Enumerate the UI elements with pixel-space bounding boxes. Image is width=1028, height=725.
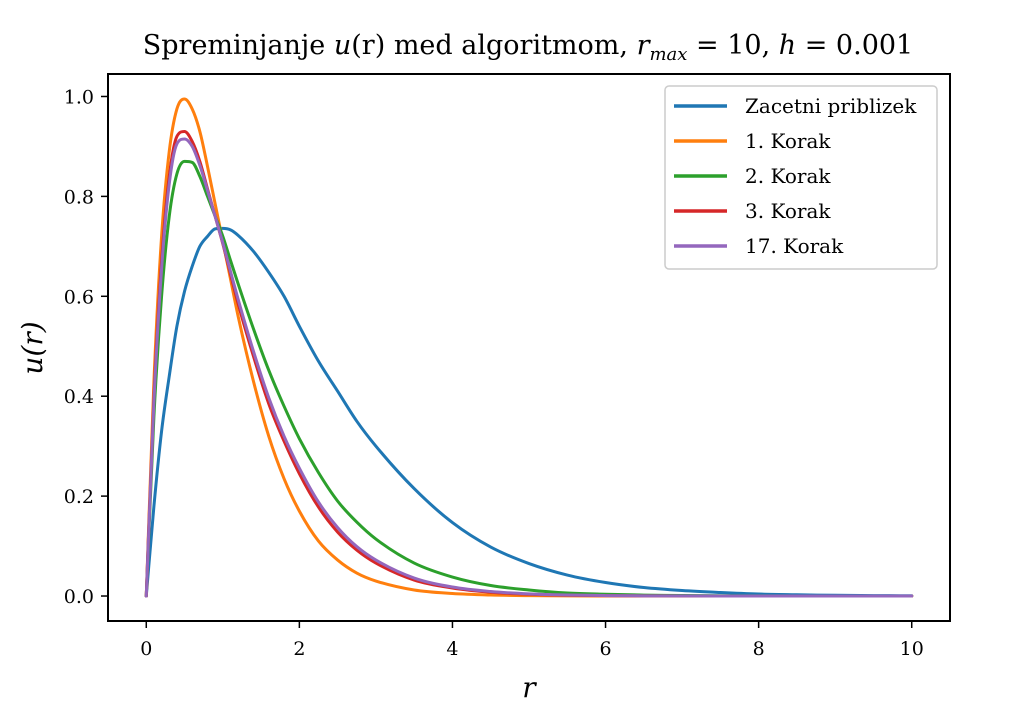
legend-label: Zacetni priblizek bbox=[745, 94, 917, 118]
x-axis-label: r bbox=[522, 671, 537, 704]
x-tick-label: 4 bbox=[446, 638, 458, 660]
x-axis-ticks: 0 2 4 6 8 10 bbox=[140, 621, 924, 660]
plot-frame bbox=[107, 73, 951, 622]
y-tick-label: 0.4 bbox=[64, 386, 94, 408]
x-tick-label: 0 bbox=[140, 638, 152, 660]
y-axis-label: u(r) bbox=[16, 321, 49, 374]
series-layer bbox=[144, 97, 914, 598]
y-tick-label: 0.6 bbox=[64, 286, 94, 308]
plot-area bbox=[107, 73, 951, 622]
x-tick-label: 10 bbox=[900, 638, 924, 660]
legend-label: 3. Korak bbox=[745, 199, 831, 223]
legend-label: 2. Korak bbox=[745, 164, 831, 188]
series-line-5 bbox=[144, 137, 914, 598]
x-tick-label: 6 bbox=[599, 638, 611, 660]
series-line-1 bbox=[144, 226, 914, 598]
legend: Zacetni priblizek 1. Korak 2. Korak 3. Kora… bbox=[664, 85, 938, 270]
y-axis-ticks: 0.0 0.2 0.4 0.6 0.8 1.0 bbox=[64, 86, 108, 608]
y-tick-label: 0.0 bbox=[64, 586, 94, 608]
legend-label: 1. Korak bbox=[745, 129, 831, 153]
chart-title: Spreminjanje u(r) med algoritmom, rmax =… bbox=[143, 30, 913, 65]
x-tick-label: 8 bbox=[753, 638, 765, 660]
y-tick-label: 0.8 bbox=[64, 186, 94, 208]
legend-box bbox=[664, 85, 938, 270]
x-tick-label: 2 bbox=[293, 638, 305, 660]
y-tick-label: 0.2 bbox=[64, 486, 94, 508]
y-tick-label: 1.0 bbox=[64, 86, 94, 108]
legend-label: 17. Korak bbox=[745, 234, 844, 258]
